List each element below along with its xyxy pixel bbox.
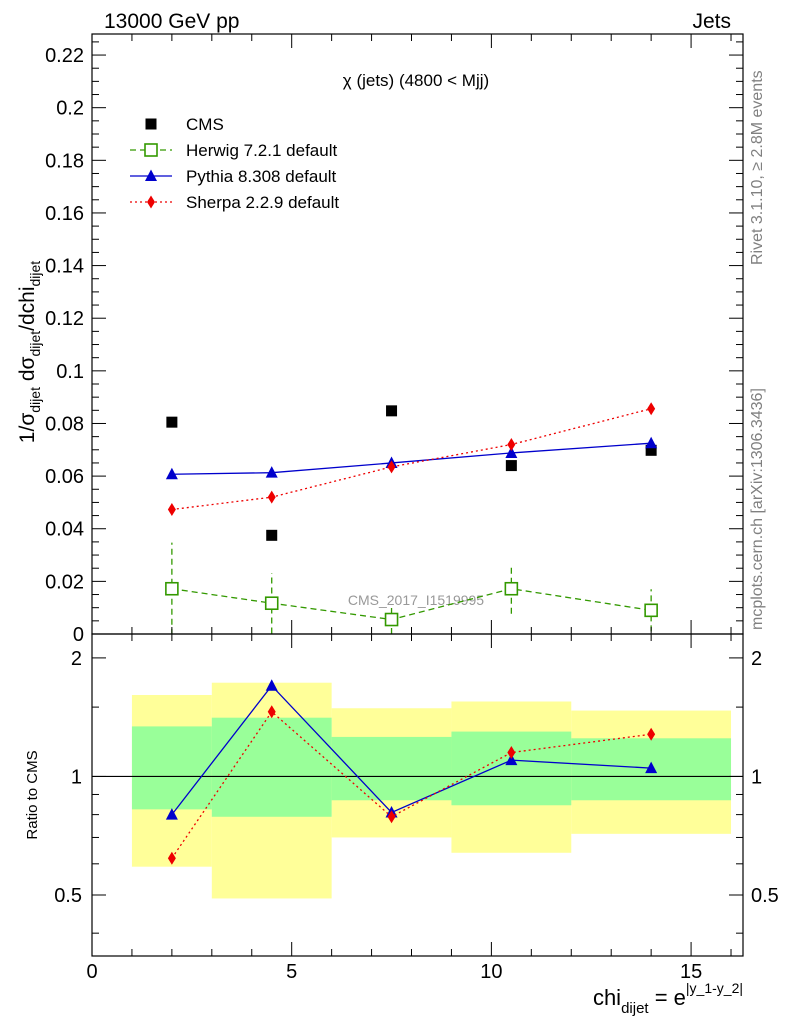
ratio-point bbox=[167, 851, 176, 865]
data-point bbox=[264, 596, 279, 611]
ratio-point bbox=[507, 746, 516, 760]
y-tick-label: 0.1 bbox=[56, 361, 84, 383]
y-tick-label: 0.06 bbox=[45, 466, 84, 488]
legend-label-1: Herwig 7.2.1 default bbox=[186, 141, 337, 160]
y-tick-label: 0.14 bbox=[45, 256, 84, 278]
data-point bbox=[647, 402, 656, 416]
ratio-y-tick-label: 0.5 bbox=[54, 885, 82, 907]
y-tick-label: 0.08 bbox=[45, 413, 84, 435]
data-point bbox=[505, 446, 518, 458]
mcplots-label: mcplots.cern.ch [arXiv:1306.3436] bbox=[749, 388, 766, 630]
ratio-y-tick-label-right: 2 bbox=[751, 648, 762, 670]
green-band-0 bbox=[131, 726, 212, 810]
x-tick-label: 10 bbox=[480, 961, 502, 983]
header-left: 13000 GeV pp bbox=[104, 10, 239, 33]
green-band-1 bbox=[211, 717, 332, 817]
main-ylabel: 1/σdijet dσdijet/dchidijet bbox=[16, 261, 43, 443]
data-point bbox=[645, 444, 657, 456]
data-point bbox=[166, 416, 178, 428]
data-point bbox=[645, 436, 658, 449]
y-tick-label: 0.18 bbox=[45, 150, 84, 172]
green-band-2 bbox=[331, 736, 452, 801]
green-band-3 bbox=[451, 731, 572, 806]
analysis-watermark: CMS_2017_I1519995 bbox=[348, 592, 484, 608]
ratio-y-tick-label: 2 bbox=[71, 648, 82, 670]
y-tick-label: 0 bbox=[73, 624, 84, 646]
legend-marker-2 bbox=[145, 169, 157, 181]
x-axis-label: chidijet = e|y_1-y_2| bbox=[593, 980, 743, 1017]
ratio-ylabel: Ratio to CMS bbox=[24, 750, 41, 839]
series-line-2 bbox=[171, 442, 652, 475]
x-tick-label: 5 bbox=[286, 961, 297, 983]
ratio-point bbox=[165, 808, 178, 820]
svg-text:chidijet = e|y_1-y_2|: chidijet = e|y_1-y_2| bbox=[593, 980, 743, 1017]
ratio-frame bbox=[91, 633, 744, 957]
series-line-3 bbox=[171, 408, 652, 511]
y-tick-label: 0.12 bbox=[45, 308, 84, 330]
data-point bbox=[507, 438, 516, 452]
data-point bbox=[386, 405, 398, 417]
data-point bbox=[265, 466, 278, 478]
y-tick-label: 0.22 bbox=[45, 45, 84, 67]
legend-label-0: CMS bbox=[186, 115, 224, 134]
data-point bbox=[165, 467, 178, 480]
x-tick-label: 0 bbox=[86, 961, 97, 983]
ratio-y-tick-label-right: 1 bbox=[751, 766, 762, 788]
data-point bbox=[387, 460, 396, 474]
data-point bbox=[504, 581, 519, 596]
data-point bbox=[644, 603, 658, 618]
y-tick-label: 0.04 bbox=[45, 519, 84, 541]
data-point bbox=[165, 581, 179, 596]
rivet-label: Rivet 3.1.10, ≥ 2.8M events bbox=[749, 70, 766, 265]
ratio-point bbox=[645, 761, 658, 774]
y-tick-label: 0.02 bbox=[45, 571, 84, 593]
ratio-point bbox=[265, 679, 278, 691]
data-point bbox=[267, 490, 276, 504]
data-point bbox=[266, 529, 278, 541]
y-tick-label: 0.2 bbox=[56, 98, 84, 120]
ratio-point bbox=[647, 727, 656, 741]
ratio-y-tick-label: 1 bbox=[71, 766, 82, 788]
x-tick-label: 15 bbox=[680, 961, 702, 983]
legend-marker-0 bbox=[145, 118, 157, 130]
legend-label-3: Sherpa 2.2.9 default bbox=[186, 193, 339, 212]
svg-text:1/σdijet dσdijet/dchidijet: 1/σdijet dσdijet/dchidijet bbox=[16, 261, 43, 443]
plot-title: χ (jets) (4800 < Mjj) bbox=[343, 71, 489, 90]
legend-marker-1 bbox=[144, 143, 158, 157]
header-right: Jets bbox=[692, 10, 731, 33]
data-point bbox=[167, 503, 176, 517]
ratio-point bbox=[387, 810, 396, 824]
ratio-y-tick-label-right: 0.5 bbox=[751, 885, 779, 907]
data-point bbox=[505, 460, 517, 472]
ratio-point bbox=[505, 753, 518, 766]
y-tick-label: 0.16 bbox=[45, 203, 84, 225]
legend-marker-3 bbox=[147, 195, 155, 209]
data-point bbox=[384, 612, 399, 627]
legend-label-2: Pythia 8.308 default bbox=[186, 167, 337, 186]
ratio-point bbox=[267, 705, 276, 719]
